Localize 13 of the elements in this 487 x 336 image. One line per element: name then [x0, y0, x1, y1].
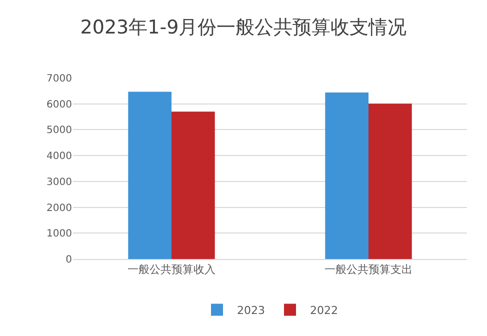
x-tick-label: 一般公共预算支出 — [324, 263, 412, 276]
legend-label: 2022 — [310, 304, 338, 317]
y-tick-label: 3000 — [46, 176, 72, 188]
y-tick-label: 1000 — [46, 228, 72, 240]
y-tick-label: 5000 — [46, 125, 72, 136]
y-tick-label: 7000 — [46, 74, 72, 84]
y-tick-label: 4000 — [46, 151, 72, 162]
y-tick-label: 2000 — [46, 202, 72, 214]
legend-label: 2023 — [237, 304, 265, 317]
chart-title: 2023年1-9月份一般公共预算收支情况 — [80, 16, 407, 39]
x-tick-label: 一般公共预算收入 — [128, 263, 216, 276]
y-tick-label: 6000 — [46, 99, 72, 110]
y-tick-label: 0 — [66, 254, 72, 266]
